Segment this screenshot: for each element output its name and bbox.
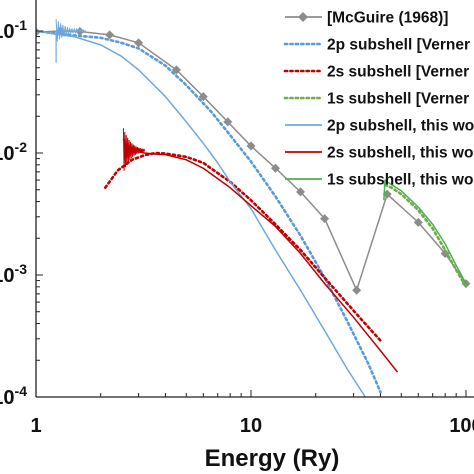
data-point-marker	[296, 187, 306, 197]
x-tick-label: 1	[30, 415, 41, 437]
resonance-oscillation	[122, 128, 146, 171]
data-point-marker	[270, 163, 280, 173]
series-3	[103, 151, 382, 342]
legend-label: 2p subshell [Verner	[327, 37, 470, 54]
legend-item: 1s subshell, this wo	[285, 172, 473, 189]
series-7	[383, 179, 467, 284]
data-point-marker	[223, 117, 233, 127]
legend-item: 2p subshell [Verner	[283, 37, 470, 54]
legend-item: 2s subshell [Verner	[283, 64, 469, 81]
red-threshold-resonances	[122, 128, 146, 171]
legend-item: 1s subshell [Verner	[283, 91, 469, 108]
data-point-marker	[352, 285, 362, 295]
data-point-marker	[246, 141, 256, 151]
data-point-marker	[105, 30, 115, 40]
legend: [McGuire (1968)] 2p subshell [Verner 2s su…	[283, 10, 474, 189]
legend-label: 2s subshell [Verner	[327, 64, 469, 81]
resonance-oscillation	[55, 19, 86, 42]
legend-label: [McGuire (1968)]	[327, 10, 448, 27]
series-1	[36, 26, 471, 295]
x-tick-label: 100	[449, 415, 474, 437]
data-point-marker	[320, 214, 330, 224]
legend-label: 2p subshell, this wo	[327, 118, 474, 135]
axes: 1 10 100 10-1 10-2 10-3 10-4	[0, 0, 474, 437]
series-4	[383, 183, 468, 289]
data-point-marker	[413, 217, 423, 227]
y-tick-label: 10-4	[0, 383, 27, 409]
y-tick-label: 10-1	[0, 17, 27, 43]
series-line	[383, 179, 467, 284]
legend-marker	[298, 12, 308, 22]
legend-label: 2s subshell, this wo	[327, 145, 473, 162]
data-point-marker	[134, 38, 144, 48]
legend-label: 1s subshell, this wo	[327, 172, 473, 189]
series-line	[36, 30, 367, 397]
y-tick-label: 10-3	[0, 261, 27, 287]
x-axis-title: Energy (Ry)	[205, 445, 340, 472]
plot-area	[36, 19, 471, 397]
series-5	[36, 30, 367, 397]
series-line	[103, 151, 382, 342]
legend-label: 1s subshell [Verner	[327, 91, 469, 108]
data-point-marker	[198, 92, 208, 102]
blue-threshold-resonances	[55, 19, 86, 42]
y-tick-label: 10-2	[0, 139, 27, 165]
series-line	[383, 183, 468, 289]
legend-item: 2p subshell, this wo	[285, 118, 474, 135]
legend-item: [McGuire (1968)]	[285, 10, 448, 27]
legend-item: 2s subshell, this wo	[285, 145, 473, 162]
x-tick-label: 10	[240, 415, 262, 437]
data-point-marker	[440, 249, 450, 259]
